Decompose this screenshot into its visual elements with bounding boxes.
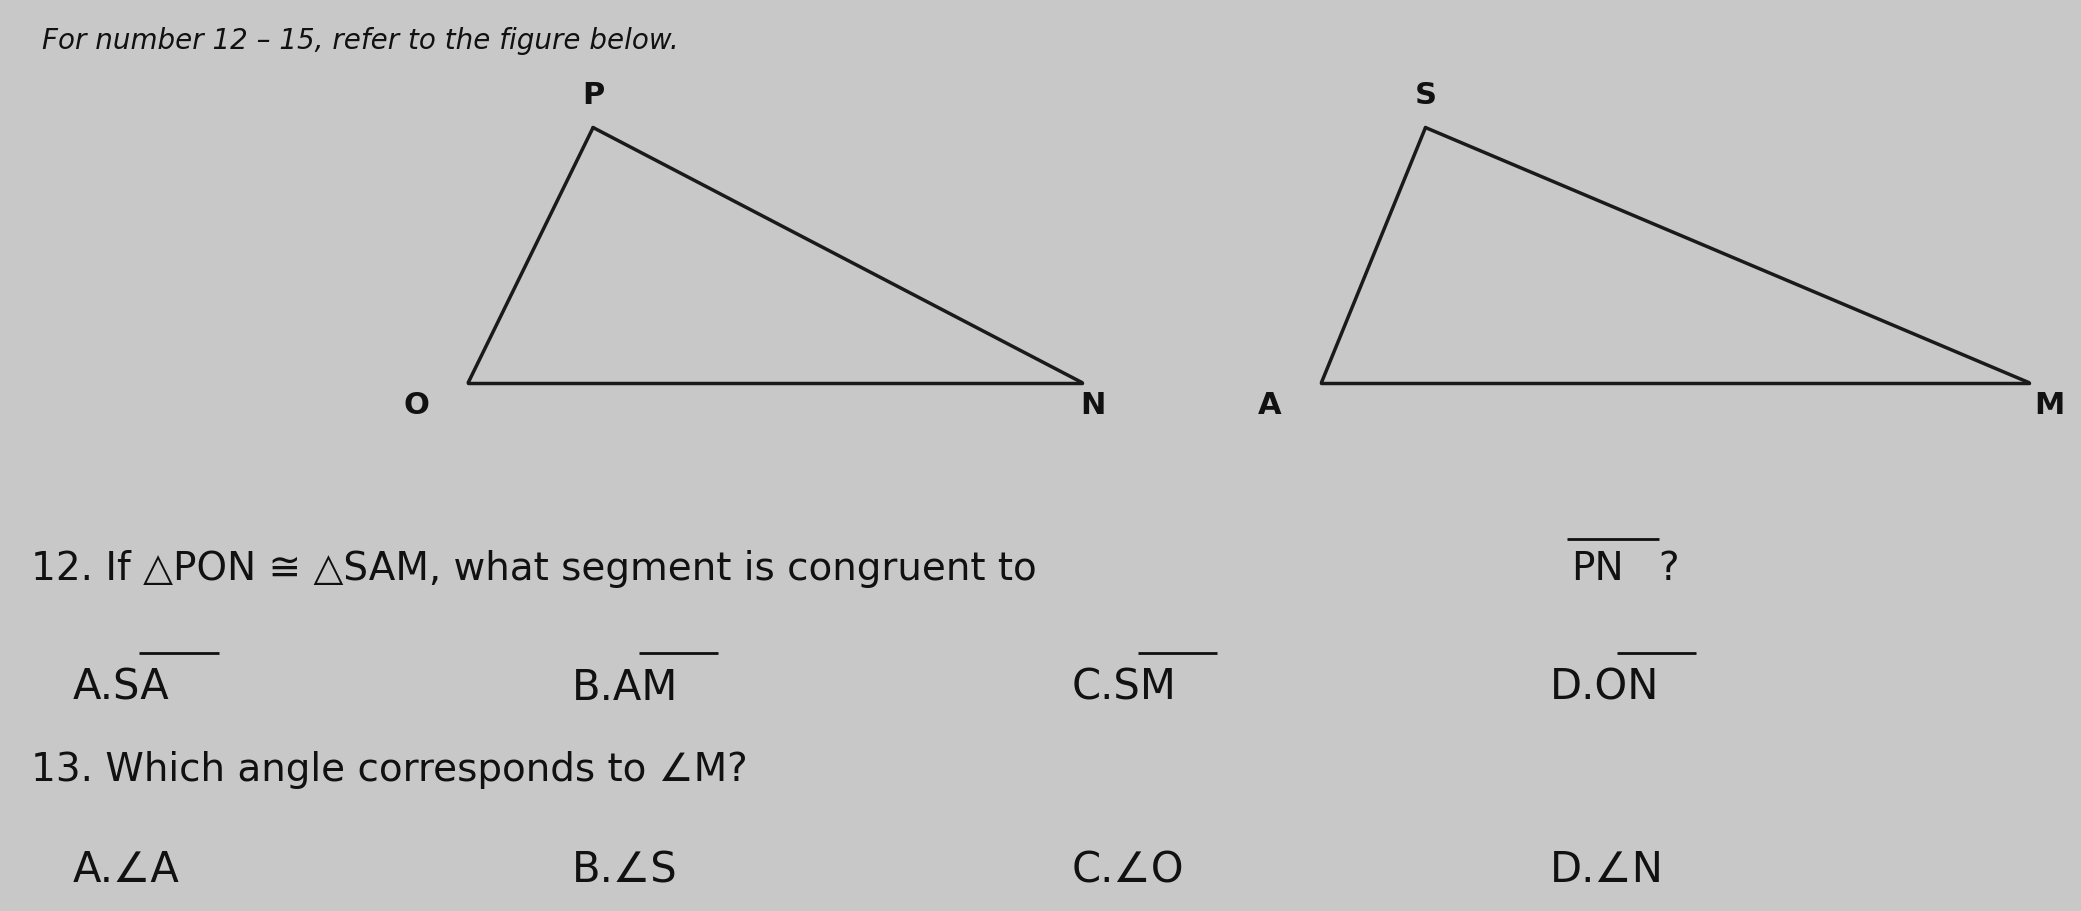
Text: D.∠N: D.∠N	[1550, 849, 1665, 891]
Text: M: M	[2035, 391, 2064, 420]
Text: B.∠S: B.∠S	[572, 849, 678, 891]
Text: O: O	[404, 391, 429, 420]
Text: B.AM: B.AM	[572, 667, 678, 709]
Text: P: P	[583, 81, 603, 110]
Text: 12. If △PON ≅ △SAM, what segment is congruent to: 12. If △PON ≅ △SAM, what segment is cong…	[31, 550, 1049, 589]
Text: For number 12 – 15, refer to the figure below.: For number 12 – 15, refer to the figure …	[42, 27, 678, 55]
Text: D.ON: D.ON	[1550, 667, 1661, 709]
Text: C.∠O: C.∠O	[1072, 849, 1184, 891]
Text: ?: ?	[1659, 550, 1679, 589]
Text: N: N	[1080, 391, 1105, 420]
Text: A.SA: A.SA	[73, 667, 169, 709]
Text: A.∠A: A.∠A	[73, 849, 179, 891]
Text: 13. Which angle corresponds to ∠M?: 13. Which angle corresponds to ∠M?	[31, 751, 747, 789]
Text: S: S	[1415, 81, 1436, 110]
Text: C.SM: C.SM	[1072, 667, 1176, 709]
Text: PN: PN	[1571, 550, 1623, 589]
Text: A: A	[1257, 391, 1282, 420]
